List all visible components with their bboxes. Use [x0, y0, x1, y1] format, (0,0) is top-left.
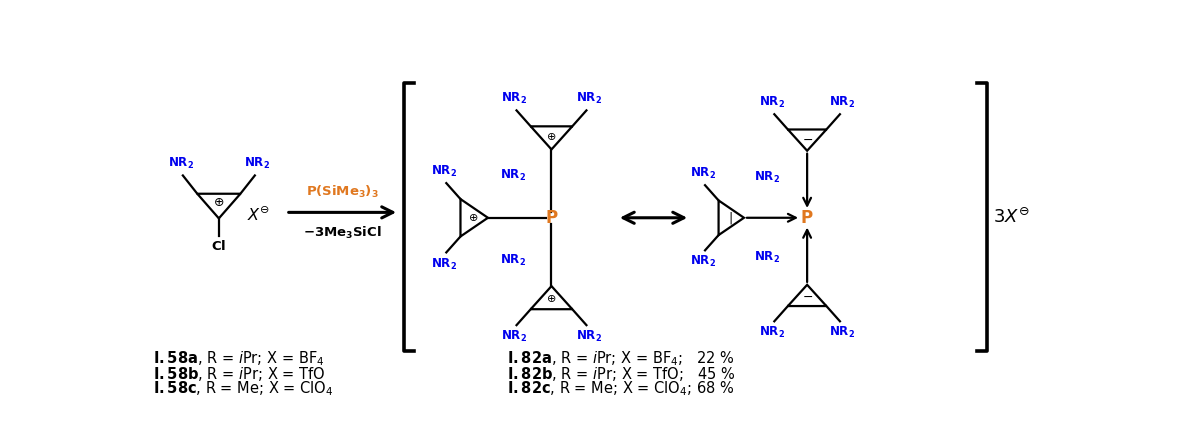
- Text: $\mathbf{P}$: $\mathbf{P}$: [800, 209, 814, 227]
- Text: $\mathbf{NR_2}$: $\mathbf{NR_2}$: [431, 164, 457, 179]
- Text: $\mathbf{I.58c}$, R = Me; X = ClO$_4$: $\mathbf{I.58c}$, R = Me; X = ClO$_4$: [153, 379, 334, 398]
- Text: $\mathbf{NR_2}$: $\mathbf{NR_2}$: [830, 325, 856, 340]
- Text: $\mathbf{NR_2}$: $\mathbf{NR_2}$: [500, 168, 526, 183]
- Text: $\mathbf{NR_2}$: $\mathbf{NR_2}$: [167, 156, 193, 172]
- Text: $\oplus$: $\oplus$: [213, 196, 224, 209]
- Text: $\mathbf{-3Me_3SiCl}$: $\mathbf{-3Me_3SiCl}$: [303, 225, 382, 241]
- Text: $\mathbf{NR_2}$: $\mathbf{NR_2}$: [754, 250, 780, 265]
- Text: $\mathbf{I.58b}$, R = $i$Pr; X = TfO: $\mathbf{I.58b}$, R = $i$Pr; X = TfO: [153, 365, 326, 383]
- Text: $\mathbf{NR_2}$: $\mathbf{NR_2}$: [690, 166, 716, 181]
- Text: $\mathbf{I.82b}$, R = $i$Pr; X = TfO;   45 %: $\mathbf{I.82b}$, R = $i$Pr; X = TfO; 45…: [507, 365, 735, 383]
- Text: $\mathbf{NR_2}$: $\mathbf{NR_2}$: [754, 170, 780, 185]
- Text: $\mathbf{NR_2}$: $\mathbf{NR_2}$: [500, 253, 526, 267]
- Text: $\mathbf{I.58a}$, R = $i$Pr; X = BF$_4$: $\mathbf{I.58a}$, R = $i$Pr; X = BF$_4$: [153, 349, 325, 368]
- Text: $3X^{\ominus}$: $3X^{\ominus}$: [993, 208, 1029, 228]
- Text: $\mathbf{NR_2}$: $\mathbf{NR_2}$: [576, 91, 602, 106]
- Text: $|$: $|$: [728, 210, 732, 226]
- Text: $\mathbf{NR_2}$: $\mathbf{NR_2}$: [690, 254, 716, 269]
- Text: $\mathbf{NR_2}$: $\mathbf{NR_2}$: [576, 329, 602, 344]
- Text: $\mathbf{Cl}$: $\mathbf{Cl}$: [211, 240, 226, 254]
- Text: $\mathbf{NR_2}$: $\mathbf{NR_2}$: [830, 95, 856, 110]
- Text: $\mathbf{NR_2}$: $\mathbf{NR_2}$: [760, 325, 784, 340]
- Text: $\oplus$: $\oplus$: [546, 293, 557, 304]
- Text: $\mathbf{NR_2}$: $\mathbf{NR_2}$: [501, 329, 527, 344]
- Text: $\oplus$: $\oplus$: [546, 131, 557, 142]
- Text: $\mathbf{I.82c}$, R = Me; X = ClO$_4$; 68 %: $\mathbf{I.82c}$, R = Me; X = ClO$_4$; 6…: [507, 379, 735, 398]
- Text: $-$: $-$: [801, 133, 813, 146]
- Text: $\mathbf{NR_2}$: $\mathbf{NR_2}$: [760, 95, 784, 110]
- Text: $\mathbf{NR_2}$: $\mathbf{NR_2}$: [431, 256, 457, 271]
- Text: $\mathbf{I.82a}$, R = $i$Pr; X = BF$_4$;   22 %: $\mathbf{I.82a}$, R = $i$Pr; X = BF$_4$;…: [507, 349, 735, 368]
- Text: $\mathbf{P(SiMe_3)_3}$: $\mathbf{P(SiMe_3)_3}$: [306, 184, 379, 200]
- Text: $X^{\ominus}$: $X^{\ominus}$: [248, 205, 270, 223]
- Text: $\mathbf{NR_2}$: $\mathbf{NR_2}$: [501, 91, 527, 106]
- Text: $\mathbf{NR_2}$: $\mathbf{NR_2}$: [244, 156, 270, 172]
- Text: $\mathbf{P}$: $\mathbf{P}$: [545, 209, 558, 227]
- Text: $-$: $-$: [801, 290, 813, 303]
- Text: $\oplus$: $\oplus$: [468, 212, 478, 223]
